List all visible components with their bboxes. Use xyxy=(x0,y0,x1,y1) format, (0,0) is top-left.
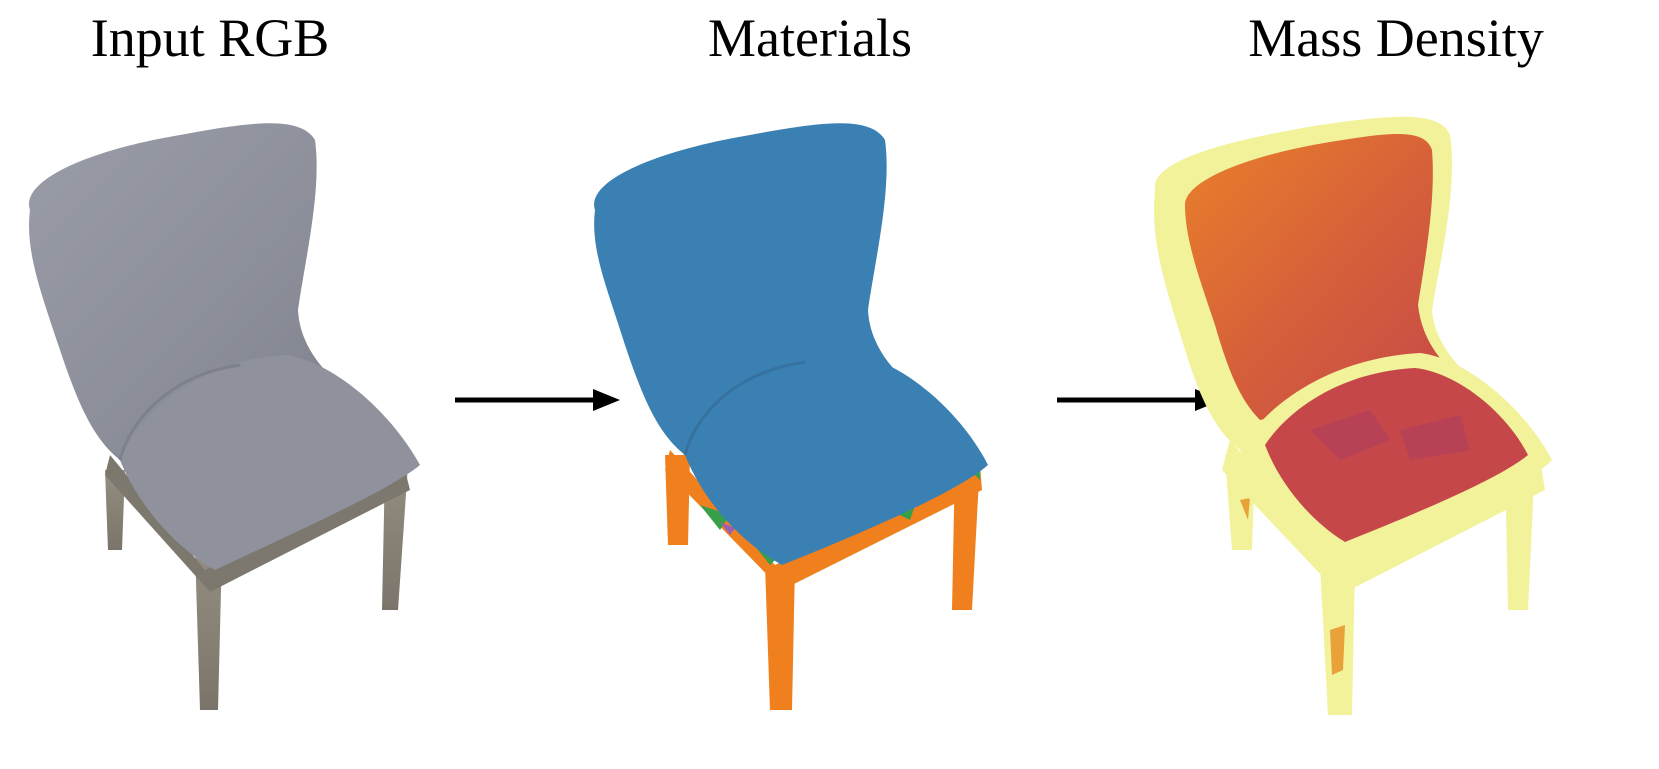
input-rgb-title: Input RGB xyxy=(90,8,330,68)
materials-title: Materials xyxy=(708,8,912,68)
mass-density-chair-image xyxy=(1154,116,1552,715)
arrow-right-icon xyxy=(455,389,620,411)
input-rgb-chair-image xyxy=(29,123,420,710)
mass-density-title: Mass Density xyxy=(1248,8,1544,68)
materials-chair-image xyxy=(594,123,988,710)
